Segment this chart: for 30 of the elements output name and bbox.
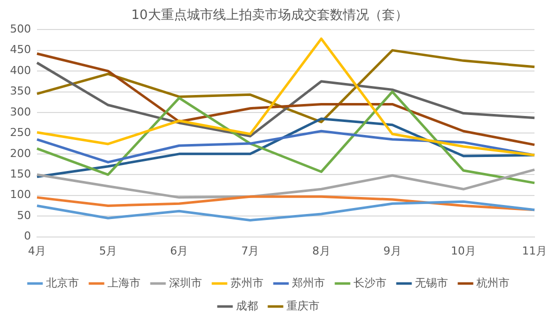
legend-label: 深圳市	[169, 276, 202, 290]
y-tick-label: 450	[10, 43, 31, 56]
x-tick-label: 5月	[99, 244, 118, 258]
x-tick-label: 4月	[28, 244, 46, 258]
x-tick-label: 7月	[241, 244, 260, 258]
x-tick-label: 10月	[450, 244, 476, 258]
y-tick-label: 0	[24, 230, 31, 243]
y-tick-label: 100	[10, 188, 31, 202]
legend-label: 无锡市	[415, 276, 448, 290]
chart-title: 10大重点城市线上拍卖市场成交套数情况（套）	[131, 7, 408, 24]
legend-label: 长沙市	[354, 276, 386, 290]
y-tick-label: 500	[10, 22, 31, 36]
y-tick-label: 200	[10, 146, 31, 160]
legend-label: 杭州市	[476, 276, 510, 290]
y-tick-label: 150	[10, 168, 31, 180]
y-tick-label: 250	[10, 126, 31, 140]
x-tick-label: 6月	[170, 244, 188, 258]
legend-label: 北京市	[46, 276, 79, 290]
y-tick-label: 400	[10, 64, 31, 77]
x-tick-label: 9月	[383, 244, 402, 258]
legend-label: 上海市	[108, 276, 140, 290]
legend-label: 郑州市	[292, 276, 325, 290]
y-tick-label: 300	[10, 105, 31, 118]
x-tick-label: 11月	[522, 244, 547, 258]
y-tick-label: 350	[10, 84, 31, 98]
y-tick-label: 50	[16, 208, 31, 222]
legend-label: 成都	[236, 299, 258, 312]
legend-label: 重庆市	[286, 299, 320, 312]
x-tick-label: 8月	[312, 244, 330, 258]
legend-label: 苏州市	[230, 276, 264, 290]
